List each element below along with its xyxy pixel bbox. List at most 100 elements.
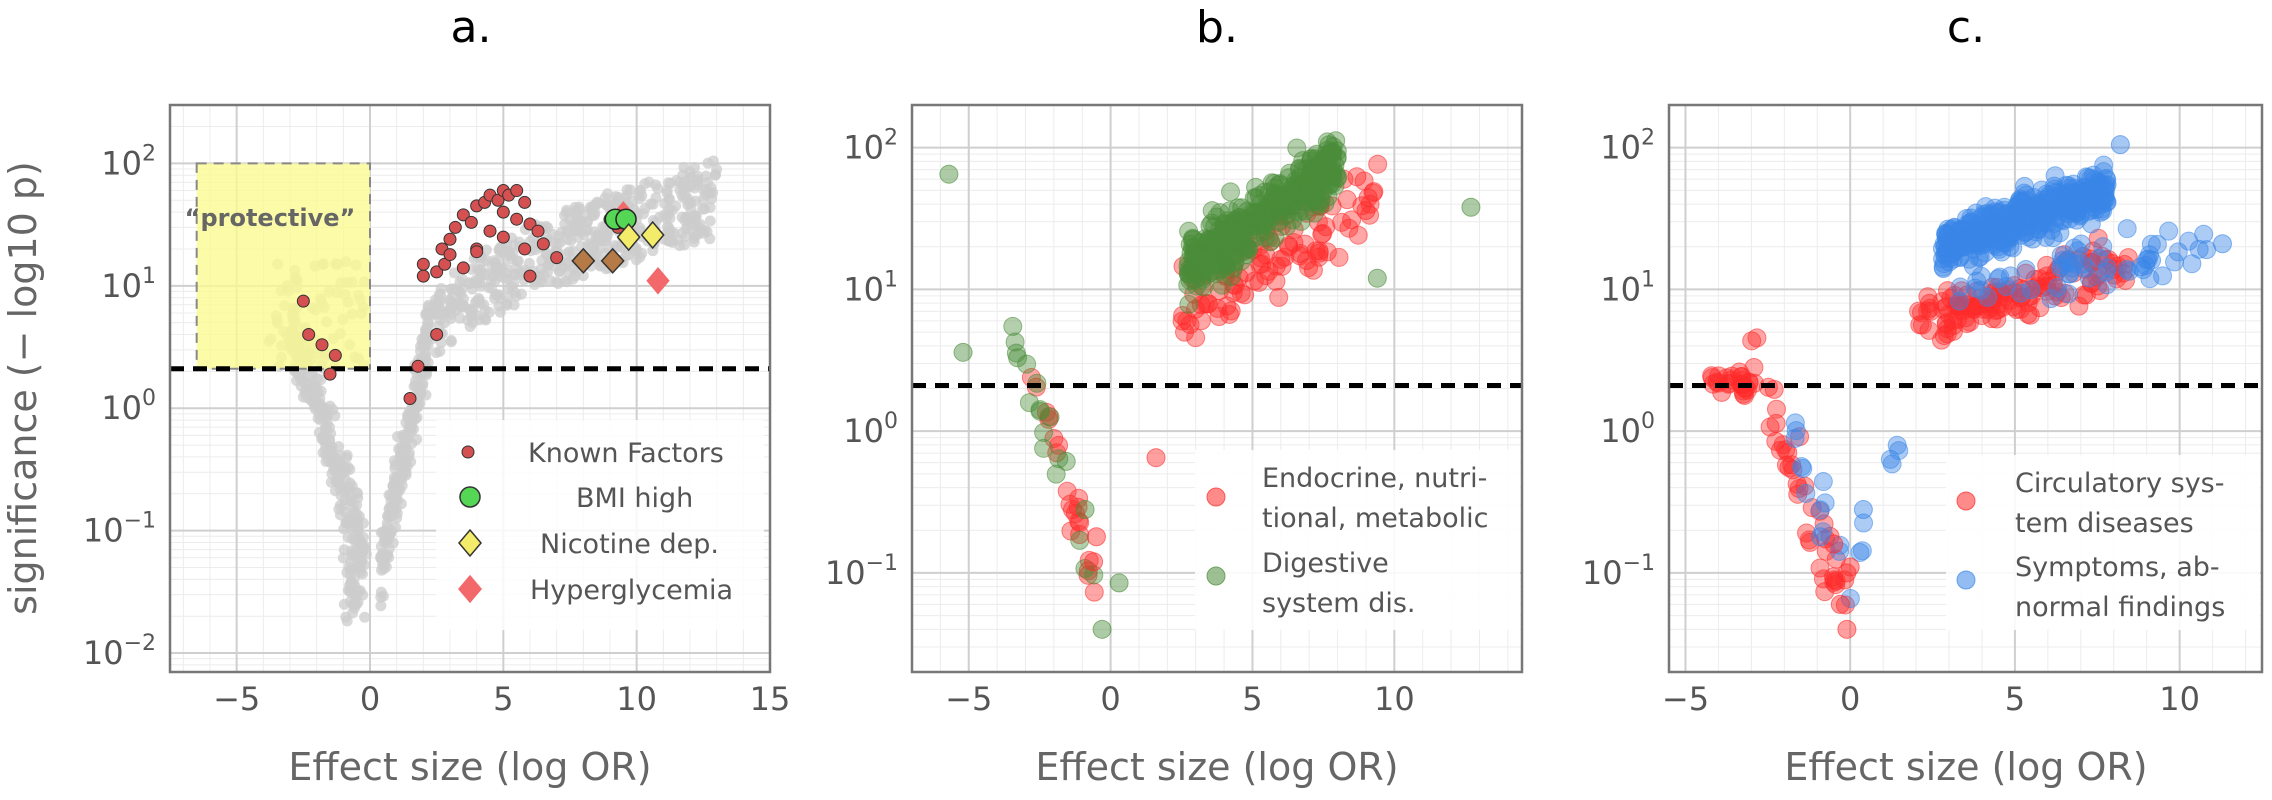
circulatory-point	[1788, 484, 1808, 504]
background-point	[375, 600, 387, 612]
panel-c-xtick-label: 10	[2159, 680, 2200, 718]
symptoms-point	[1840, 589, 1860, 609]
circulatory-point	[1729, 362, 1749, 382]
symptoms-point	[1796, 483, 1816, 503]
panel-b-xtick-label: 5	[1242, 680, 1262, 718]
circulatory-point	[1918, 287, 1938, 307]
background-point	[561, 204, 573, 216]
endocrine-point	[1175, 322, 1195, 342]
symptoms-points	[1932, 155, 2117, 279]
digestive-point	[1317, 132, 1337, 152]
background-point	[347, 598, 359, 610]
symptoms-point	[1978, 287, 1998, 307]
background-point	[317, 447, 329, 459]
symptoms-point	[2043, 228, 2063, 248]
background-point	[383, 511, 395, 523]
background-point	[682, 193, 694, 205]
legend-known-label: Known Factors	[528, 438, 724, 469]
endocrine-point	[1337, 190, 1357, 210]
background-point	[445, 335, 457, 347]
background-point	[698, 185, 710, 197]
background-point	[399, 438, 411, 450]
symptoms-point	[2212, 234, 2232, 254]
panel-a-letter: a.	[451, 2, 492, 53]
circulatory-point	[1837, 619, 1857, 639]
endocrine-point	[1070, 525, 1090, 545]
background-point	[383, 543, 395, 555]
background-point	[488, 255, 500, 267]
symptoms-point	[2168, 242, 2188, 262]
background-point	[634, 193, 646, 205]
background-point	[395, 498, 407, 510]
digestive-point	[1056, 451, 1076, 471]
background-point	[700, 170, 712, 182]
digestive-point	[1318, 163, 1338, 183]
symptoms-point	[2153, 266, 2173, 286]
digestive-point	[1295, 192, 1315, 212]
symptoms-point	[2147, 234, 2167, 254]
background-point	[624, 184, 636, 196]
digestive-point	[1233, 222, 1253, 242]
background-point	[702, 157, 714, 169]
panel-a-ytick-label: 10−2	[83, 631, 156, 672]
symptoms-points	[1949, 219, 2217, 311]
circulatory-point	[1810, 558, 1830, 578]
digestive-point	[1046, 464, 1066, 484]
digestive-point	[1323, 142, 1343, 162]
circulatory-point	[1957, 314, 1977, 334]
background-point	[353, 510, 365, 522]
digestive-point	[1003, 316, 1023, 336]
symptoms-point	[1785, 413, 1805, 433]
known-factor-point	[443, 248, 457, 262]
symptoms-point	[2041, 289, 2061, 309]
background-point	[510, 262, 522, 274]
background-point	[611, 241, 623, 253]
symptoms-point	[2012, 206, 2032, 226]
digestive-point	[1209, 220, 1229, 240]
background-point	[480, 314, 492, 326]
background-point	[421, 317, 433, 329]
endocrine-point	[1057, 481, 1077, 501]
endocrine-point	[1259, 261, 1279, 281]
known-factor-point	[443, 232, 457, 246]
background-point	[634, 184, 646, 196]
circulatory-point	[1837, 563, 1857, 583]
panel-c-ytick-label: 102	[1600, 126, 1655, 167]
legend-digestive-line1: Digestive	[1262, 548, 1389, 579]
background-point	[502, 291, 514, 303]
digestive-point	[1210, 203, 1230, 223]
legend-symptoms-line1: Symptoms, ab-	[2015, 552, 2220, 583]
background-point	[500, 261, 512, 273]
background-point	[342, 584, 354, 596]
background-point	[379, 525, 391, 537]
digestive-point	[1289, 202, 1309, 222]
digestive-point	[1204, 240, 1224, 260]
symptoms-point	[1988, 269, 2008, 289]
digestive-point	[1030, 401, 1050, 421]
symptoms-point	[1975, 207, 1995, 227]
background-point	[668, 227, 680, 239]
known-factor-point	[496, 230, 510, 244]
background-point	[299, 386, 311, 398]
symptoms-point	[1810, 500, 1830, 520]
circulatory-point	[1802, 498, 1822, 518]
background-point	[564, 214, 576, 226]
background-point	[343, 561, 355, 573]
digestive-point	[1215, 214, 1235, 234]
panel-a-ytick-label: 10−1	[83, 509, 156, 550]
protective-region	[195, 162, 371, 370]
legend-endocrine-line2: tional, metabolic	[1262, 503, 1488, 534]
endocrine-point	[1303, 260, 1323, 280]
panel-b-xtick-label: 10	[1374, 680, 1415, 718]
background-point	[392, 431, 404, 443]
background-point	[629, 244, 641, 256]
symptoms-point	[2033, 198, 2053, 218]
background-point	[345, 545, 357, 557]
background-point	[403, 447, 415, 459]
nicotine-point	[640, 220, 665, 250]
background-point	[345, 576, 357, 588]
legend-circulatory-line1: Circulatory sys-	[2015, 468, 2225, 499]
background-point	[422, 357, 434, 369]
background-point	[334, 478, 346, 490]
panel-b-xtick-label: 0	[1100, 680, 1120, 718]
